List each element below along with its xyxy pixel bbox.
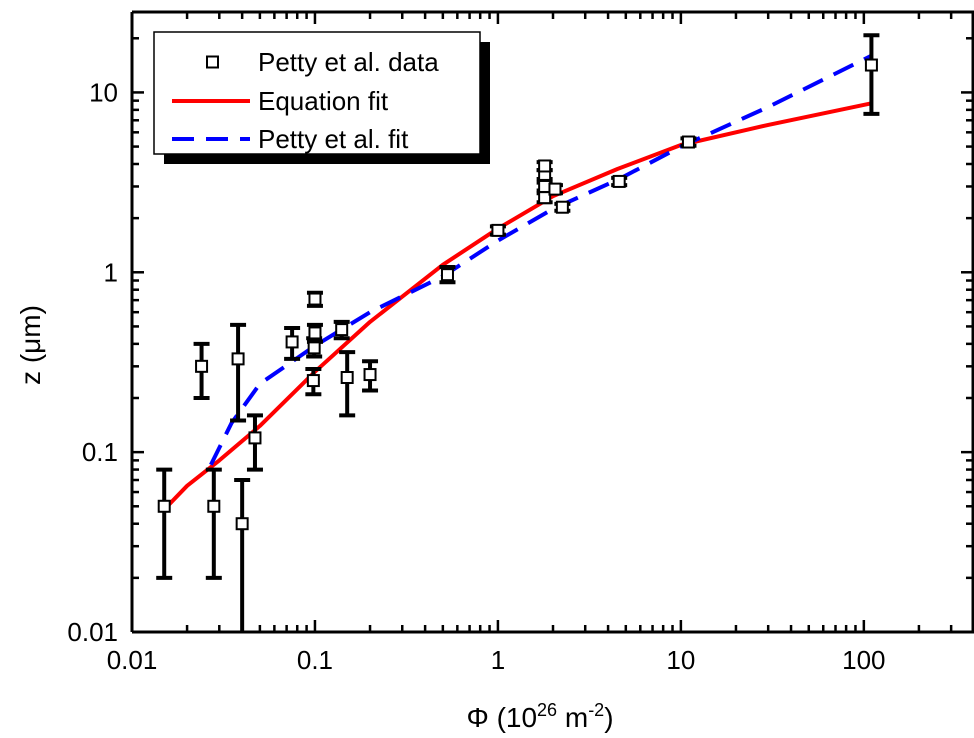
legend-marker-square [206, 55, 219, 69]
data-point [195, 359, 209, 373]
legend-label: Petty et al. fit [258, 124, 409, 154]
data-point [538, 159, 552, 173]
x-tick-label: 1 [491, 645, 505, 675]
data-point [308, 326, 322, 340]
data-point [335, 323, 349, 337]
data-point [235, 517, 249, 531]
x-tick-label: 0.01 [107, 645, 158, 675]
legend-label: Petty et al. data [258, 47, 439, 77]
x-tick-label: 0.1 [297, 645, 333, 675]
data-point [285, 335, 299, 349]
x-axis-title: Φ (1026 m-2) [466, 700, 613, 733]
data-point [207, 499, 221, 513]
tick-labels: 0.01 0.1 1 10 100 0.01 0.1 1 10 [67, 77, 885, 675]
y-tick-label: 0.1 [82, 437, 118, 467]
data-point [306, 374, 320, 388]
y-axis-title: z (μm) [15, 305, 46, 385]
data-point [307, 341, 321, 355]
x-axis-title-symbol: Φ (10 [466, 702, 537, 733]
data-point [491, 223, 505, 237]
data-point [555, 200, 569, 214]
data-point [548, 182, 562, 196]
y-tick-label: 10 [89, 77, 118, 107]
data-point [248, 431, 262, 445]
data-point [681, 135, 695, 149]
data-point [231, 352, 245, 366]
x-tick-label: 100 [842, 645, 885, 675]
equation-fit-line [162, 101, 872, 511]
data-point [308, 292, 322, 306]
data-point [612, 174, 626, 188]
legend-label: Equation fit [258, 86, 389, 116]
x-tick-label: 10 [666, 645, 695, 675]
legend-box [153, 31, 481, 155]
y-tick-label: 1 [104, 257, 118, 287]
x-axis-title-unit-exponent: -2 [588, 700, 604, 720]
x-axis-title-unit: m [557, 702, 588, 733]
data-point [340, 371, 354, 385]
data-point [440, 268, 454, 282]
axis-ticks [130, 12, 974, 634]
data-point [363, 368, 377, 382]
data-markers [157, 58, 878, 531]
y-tick-label: 0.01 [67, 617, 118, 647]
data-point [157, 499, 171, 513]
data-point [864, 58, 878, 72]
legend: Petty et al. data Equation fit Petty et al… [153, 31, 490, 164]
x-axis-title-close: ) [604, 702, 613, 733]
x-axis-title-exponent: 26 [537, 700, 557, 720]
